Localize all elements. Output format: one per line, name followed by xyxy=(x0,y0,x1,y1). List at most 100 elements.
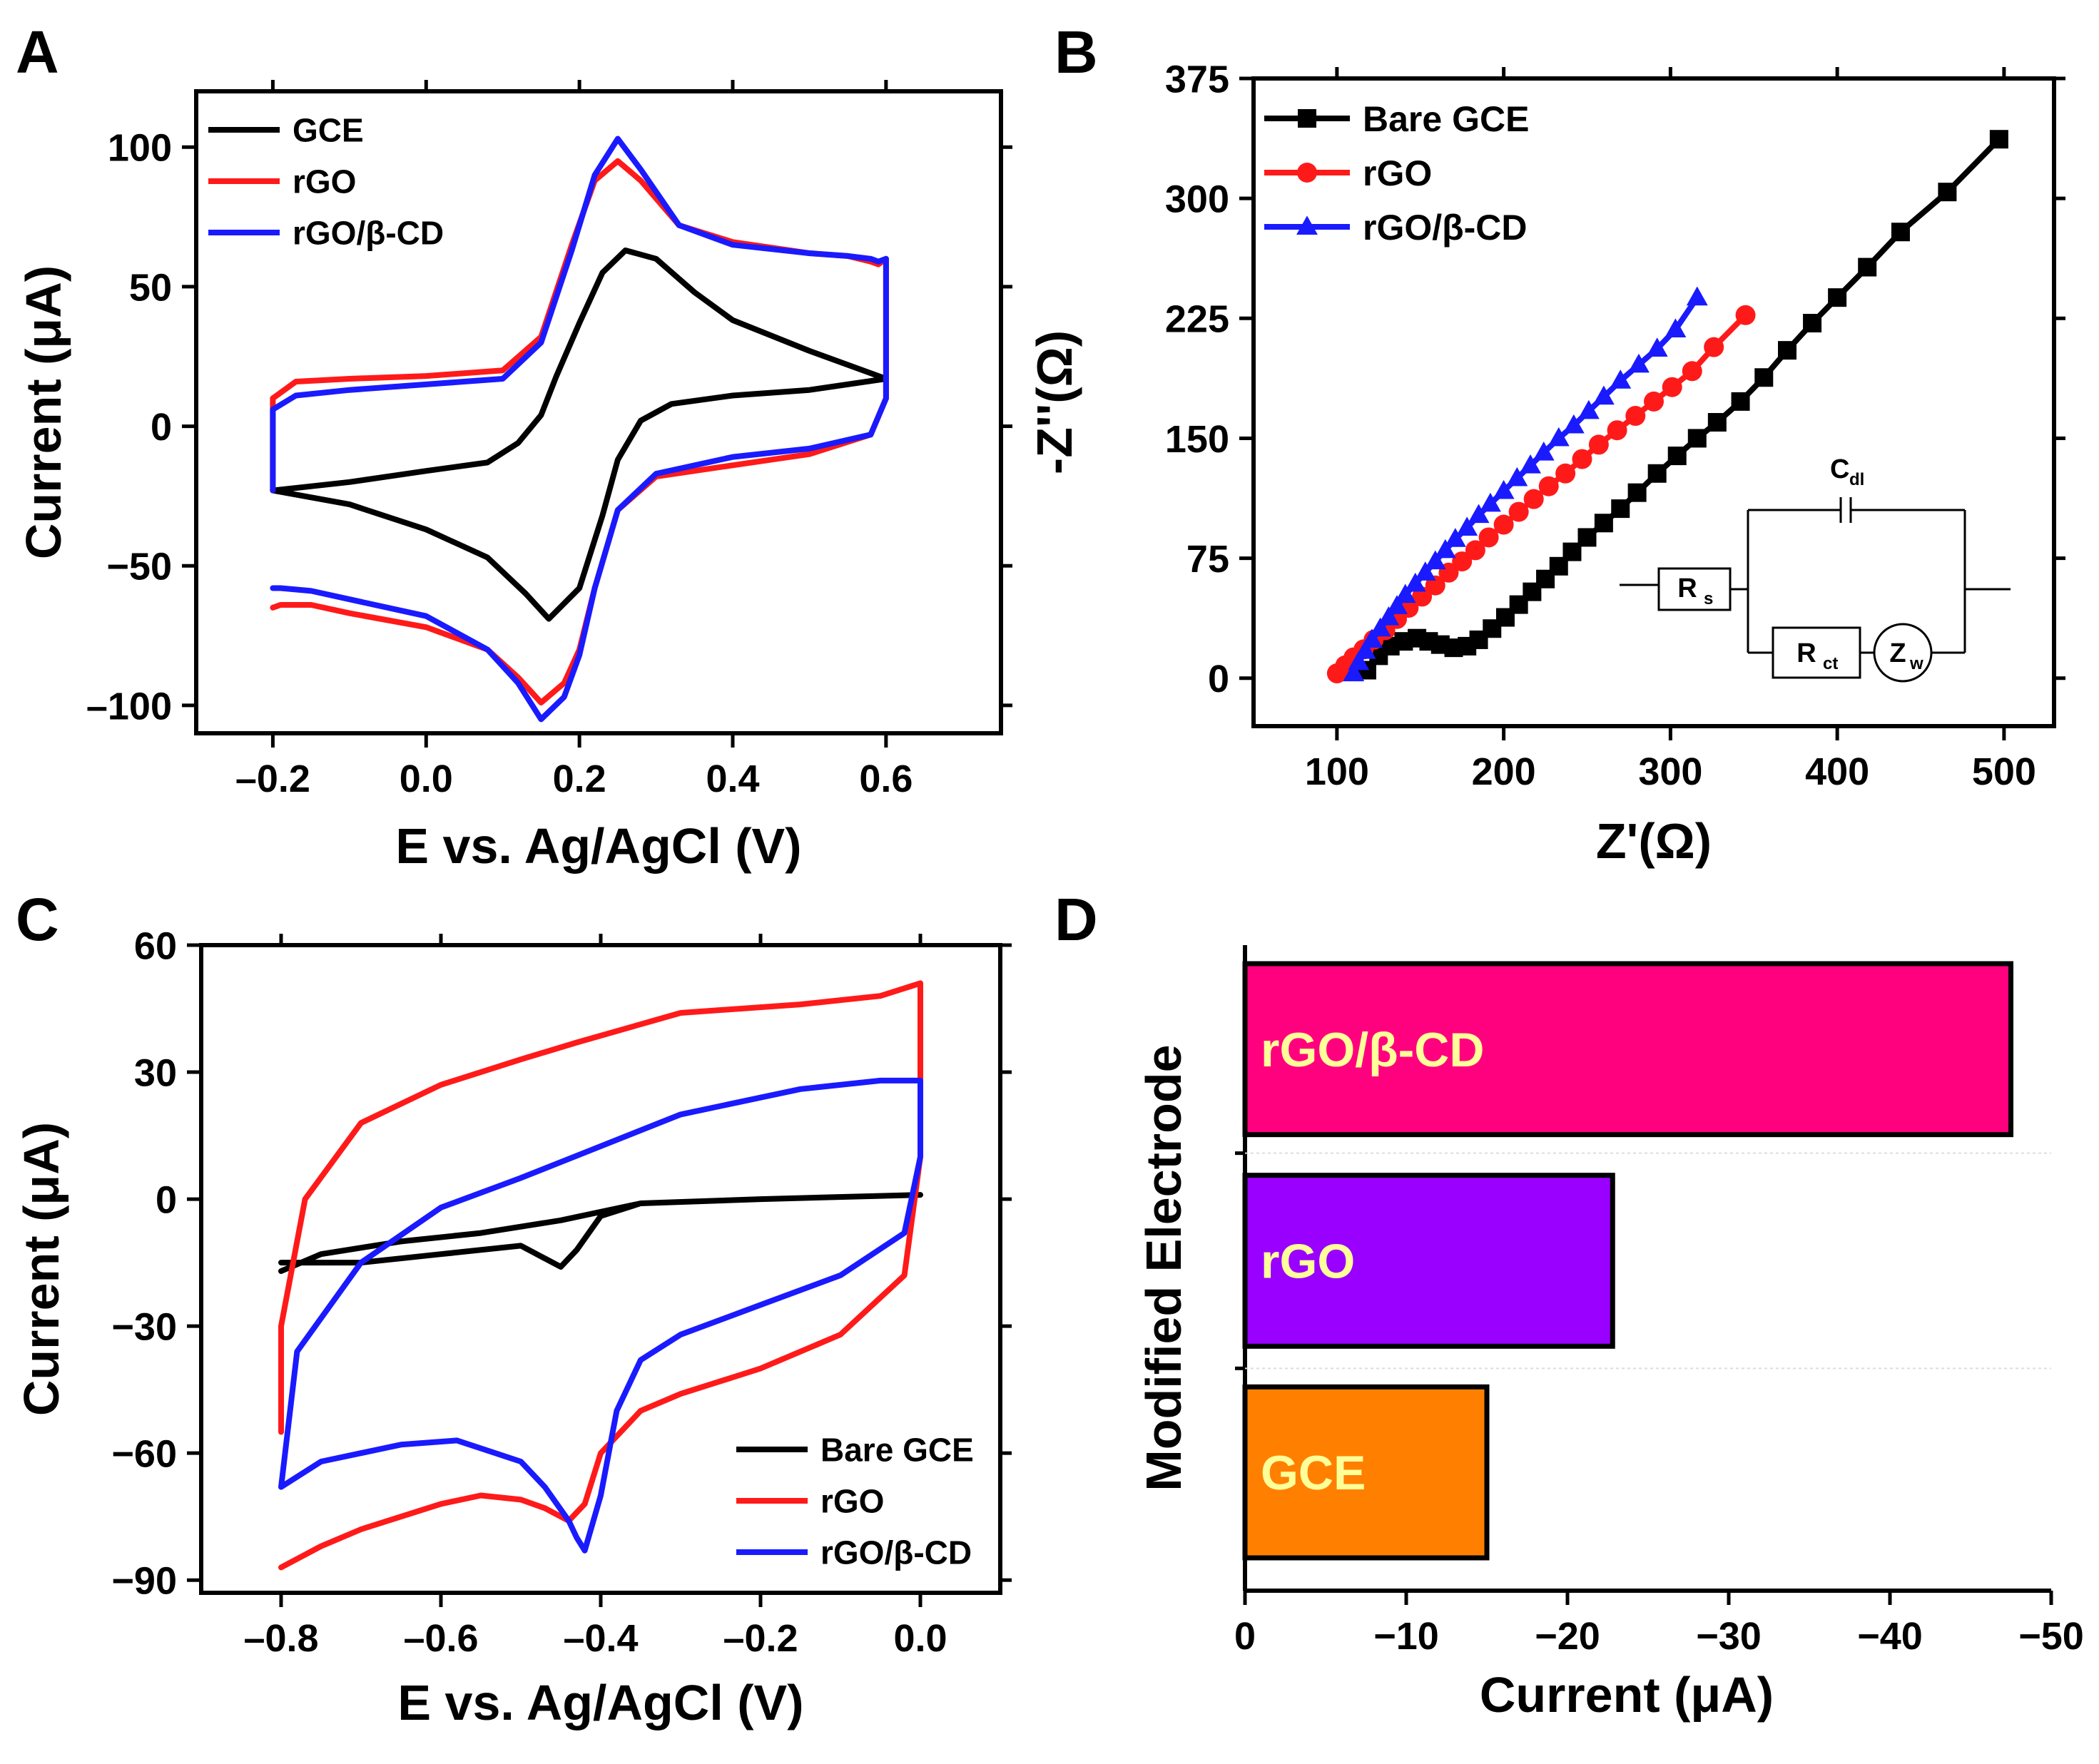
panel-b-y-tick-label: 375 xyxy=(1165,58,1229,101)
panel-b-series-1-point xyxy=(1662,377,1682,397)
panel-b-legend-label: rGO xyxy=(1363,153,1432,193)
panel-b-series-1-point xyxy=(1538,476,1559,496)
panel-a-x-tick-label: 0.0 xyxy=(400,758,453,800)
panel-b-x-tick-label: 400 xyxy=(1805,750,1869,793)
panel-c-y-tick-label: −30 xyxy=(111,1306,177,1349)
panel-b-y-tick-label: 75 xyxy=(1186,538,1229,581)
panel-b-x-tick-label: 300 xyxy=(1638,750,1702,793)
panel-b-series-2-point xyxy=(1520,454,1541,474)
panel-b-series-2-point xyxy=(1369,617,1391,637)
panel-b-series-0-point xyxy=(1803,314,1822,333)
panel-a-y-tick-label: 0 xyxy=(151,406,172,449)
panel-b-series-2-point xyxy=(1610,369,1632,389)
panel-b-series-1-point xyxy=(1625,406,1646,427)
panel-label-d: D xyxy=(1054,886,1098,953)
panel-b-series-2-point xyxy=(1646,337,1668,357)
panel-b-series-0-point xyxy=(1577,528,1597,547)
panel-b-series-2-point xyxy=(1577,399,1600,419)
panel-a-series-2-line xyxy=(270,136,889,723)
circuit-cdl-sub: dl xyxy=(1849,470,1864,489)
panel-d-x-tick-label: −20 xyxy=(1535,1615,1600,1658)
circuit-cdl-label: C xyxy=(1830,454,1849,484)
circuit-rs-sub: s xyxy=(1704,589,1713,608)
panel-d-bar-label: rGO/β-CD xyxy=(1261,1023,1485,1077)
panel-b-series-2-point xyxy=(1665,318,1687,338)
panel-b-series-0-point xyxy=(1647,464,1667,483)
panel-b-legend-label: rGO/β-CD xyxy=(1363,208,1528,248)
panel-c-legend-label: rGO/β-CD xyxy=(820,1534,972,1571)
panel-b-series-2-point xyxy=(1468,504,1490,524)
panel-b-series-2-point xyxy=(1424,550,1446,570)
panel-a-x-tick-label: 0.2 xyxy=(553,758,606,800)
panel-b-series-2-point xyxy=(1444,528,1466,547)
panel-b-series-1-point xyxy=(1452,551,1473,572)
circuit-zw-label: Z xyxy=(1889,638,1906,668)
panel-d-bar xyxy=(1242,961,2013,1138)
panel-c-y-tick-label: 0 xyxy=(156,1179,177,1222)
panel-b-nyquist-chart: 100 200 300 400 500 0 75 150 225 300 375 Z'(Ω) -Z''(… xyxy=(1027,58,2065,869)
panel-b-series-0-point xyxy=(1778,341,1796,360)
panel-b-series-2-point xyxy=(1456,516,1478,536)
panel-b-series-1-point xyxy=(1644,391,1664,412)
panel-label-c: C xyxy=(16,886,59,953)
panel-a-y-tick-label: −50 xyxy=(106,546,172,588)
panel-b-series-2-point xyxy=(1354,640,1376,659)
panel-d-x-tick-label: 0 xyxy=(1234,1615,1256,1658)
panel-d-x-tick-label: −50 xyxy=(2018,1615,2084,1658)
panel-a-legend-label: GCE xyxy=(293,112,364,149)
panel-b-x-tick-label: 100 xyxy=(1305,750,1369,793)
panel-b-series-1-point xyxy=(1523,489,1544,509)
panel-b-series-0-point xyxy=(1828,288,1847,307)
panel-d-bar-label: rGO xyxy=(1261,1235,1355,1289)
panel-b-series-0-point xyxy=(1891,223,1910,242)
panel-b-legend-marker xyxy=(1296,215,1318,235)
panel-b-series-2-point xyxy=(1533,442,1555,461)
panel-b-y-tick-label: 0 xyxy=(1208,658,1229,700)
panel-c-series-2-line xyxy=(278,1077,923,1554)
panel-b-series-1-point xyxy=(1607,420,1627,441)
panel-b-series-0-point xyxy=(1754,368,1774,387)
panel-b-series-2-point xyxy=(1562,414,1585,434)
panel-c-y-tick-label: 30 xyxy=(134,1051,177,1094)
panel-c-cv-chart: –0.8 –0.6 –0.4 –0.2 0.0 −90 −60 −30 0 30 60 E vs. A… xyxy=(14,924,1012,1730)
circuit-rs-label: R xyxy=(1677,573,1697,603)
panel-c-y-tick-label: −60 xyxy=(111,1433,177,1476)
panel-a-legend-label: rGO xyxy=(293,163,356,200)
panel-b-series-1-point xyxy=(1555,463,1576,484)
panel-b-series-2-point xyxy=(1434,539,1456,559)
panel-b-series-2-point xyxy=(1414,561,1436,581)
panel-b-series-0-point xyxy=(1731,392,1750,411)
panel-b-series-1-point xyxy=(1572,449,1592,469)
panel-c-series-1-line xyxy=(278,980,923,1571)
panel-d-bar-chart: 0 −10 −20 −30 −40 −50 rGO/β-CD rGO GCE Current (μ… xyxy=(1136,945,2084,1723)
panel-b-series-1-point xyxy=(1682,361,1702,382)
panel-b-plot-frame xyxy=(1251,76,2056,728)
panel-c-series-0-line xyxy=(278,1192,923,1274)
panel-c-x-tick-label: –0.2 xyxy=(723,1617,798,1660)
panel-d-x-tick-label: −10 xyxy=(1373,1615,1439,1658)
panel-d-bar-label: GCE xyxy=(1261,1446,1366,1500)
panel-b-series-0-point xyxy=(1611,499,1630,519)
panel-a-x-tick-label: –0.2 xyxy=(235,758,310,800)
panel-label-b: B xyxy=(1054,19,1098,86)
panel-b-y-tick-label: 300 xyxy=(1165,178,1229,221)
panel-b-y-tick-label: 150 xyxy=(1165,418,1229,461)
panel-b-series-2-point xyxy=(1686,286,1708,306)
circuit-rct-sub: ct xyxy=(1823,654,1838,673)
panel-c-x-tick-label: 0.0 xyxy=(893,1617,947,1660)
panel-b-series-2-point xyxy=(1343,662,1365,682)
panel-c-legend-label: Bare GCE xyxy=(820,1432,974,1469)
panel-b-series-2-point xyxy=(1348,651,1370,671)
panel-d-bar xyxy=(1242,1173,1615,1349)
panel-a-plot-frame xyxy=(194,89,1003,735)
panel-c-x-axis-title: E vs. Ag/AgCl (V) xyxy=(397,1675,803,1730)
panel-b-series-2-point xyxy=(1493,479,1515,499)
panel-a-legend-label: rGO/β-CD xyxy=(293,215,444,252)
panel-b-x-axis-title: Z'(Ω) xyxy=(1596,813,1712,869)
panel-d-y-axis-title: Modified Electrode xyxy=(1136,1044,1191,1491)
panel-c-x-tick-label: –0.8 xyxy=(243,1617,318,1660)
panel-b-series-0-point xyxy=(1594,514,1613,533)
panel-b-series-2-point xyxy=(1386,595,1408,614)
circuit-rct-label: R xyxy=(1796,638,1816,668)
